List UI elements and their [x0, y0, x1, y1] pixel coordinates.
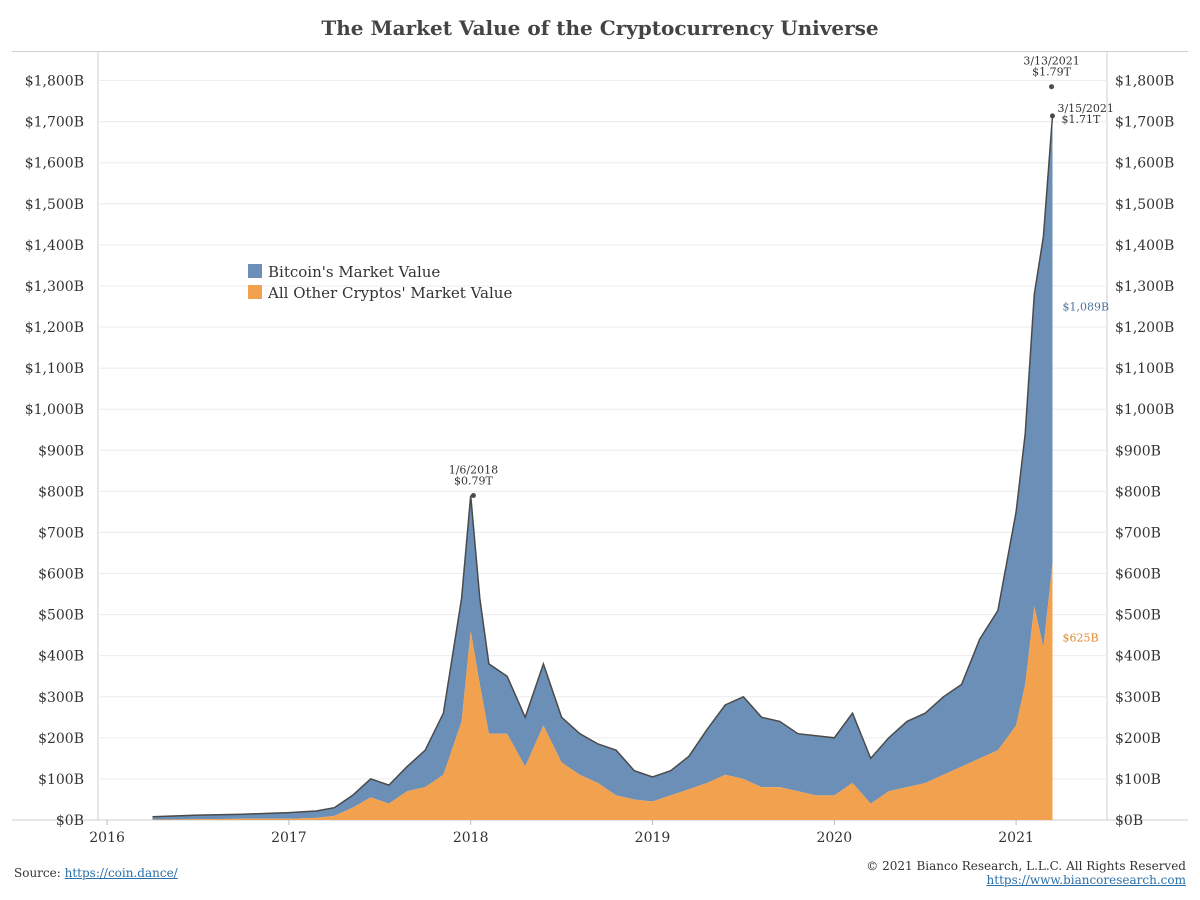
y-tick-label-right: $1,100B: [1115, 361, 1174, 377]
total-market-line: [152, 115, 1054, 818]
title-divider: [12, 51, 1188, 52]
y-tick-label-right: $400B: [1115, 649, 1161, 665]
area-series: [152, 115, 1054, 820]
y-tick-label-left: $1,300B: [25, 279, 84, 295]
page-title: The Market Value of the Cryptocurrency U…: [321, 16, 879, 40]
y-tick-label-right: $300B: [1115, 690, 1161, 706]
bitcoin-area: [152, 115, 1053, 820]
x-tick-label: 2020: [816, 830, 852, 846]
y-tick-label-left: $300B: [38, 690, 84, 706]
annotation-value: $1.71T: [1061, 113, 1100, 126]
legend-swatch-bitcoin: [248, 264, 262, 278]
y-tick-label-right: $1,400B: [1115, 238, 1174, 254]
x-tick-label: 2021: [998, 830, 1034, 846]
y-tick-label-right: $900B: [1115, 443, 1161, 459]
y-tick-label-right: $1,300B: [1115, 279, 1174, 295]
y-tick-label-right: $100B: [1115, 772, 1161, 788]
y-tick-label-right: $1,800B: [1115, 74, 1174, 90]
annotation-point: [1049, 84, 1055, 90]
annotation-date: 1/6/2018: [449, 463, 498, 476]
source-label: Source:: [14, 866, 61, 880]
y-tick-label-right: $1,000B: [1115, 402, 1174, 418]
copyright-text: © 2021 Bianco Research, L.L.C. All Right…: [866, 859, 1186, 873]
y-tick-label-left: $1,800B: [25, 74, 84, 90]
y-axis-left: $0B $100B $200B $300B $400B $500B $600B $700B $8…: [25, 74, 84, 829]
y-tick-label-left: $500B: [38, 608, 84, 624]
x-tick-label: 2016: [89, 830, 125, 846]
legend: Bitcoin's Market Value All Other Cryptos'…: [248, 263, 512, 302]
x-tick-label: 2018: [453, 830, 489, 846]
y-tick-label-right: $1,700B: [1115, 115, 1174, 131]
legend-label-others: All Other Cryptos' Market Value: [267, 284, 512, 302]
y-tick-label-right: $500B: [1115, 608, 1161, 624]
annotations: 1/6/2018$0.79T3/13/2021$1.79T3/15/2021$1…: [449, 55, 1114, 645]
y-tick-label-left: $0B: [56, 813, 84, 829]
y-tick-label-left: $600B: [38, 567, 84, 583]
y-tick-label-left: $1,400B: [25, 238, 84, 254]
y-tick-label-left: $100B: [38, 772, 84, 788]
x-tick-label: 2019: [635, 830, 671, 846]
source-link[interactable]: https://coin.dance/: [64, 866, 178, 880]
y-tick-label-right: $200B: [1115, 731, 1161, 747]
others-end-label: $625B: [1062, 631, 1098, 644]
x-axis: 2016 2017 2018 2019 2020 2021: [89, 820, 1034, 846]
y-tick-label-left: $1,700B: [25, 115, 84, 131]
y-tick-label-right: $800B: [1115, 484, 1161, 500]
y-tick-label-right: $0B: [1115, 813, 1143, 829]
y-tick-label-left: $200B: [38, 731, 84, 747]
y-tick-label-right: $1,500B: [1115, 197, 1174, 213]
y-tick-label-left: $1,500B: [25, 197, 84, 213]
y-tick-label-left: $400B: [38, 649, 84, 665]
y-tick-label-left: $700B: [38, 525, 84, 541]
annotation-point: [1049, 113, 1055, 119]
y-tick-label-left: $1,200B: [25, 320, 84, 336]
y-tick-label-right: $1,200B: [1115, 320, 1174, 336]
y-tick-label-left: $1,000B: [25, 402, 84, 418]
legend-label-bitcoin: Bitcoin's Market Value: [268, 263, 440, 281]
y-axis-right: $0B $100B $200B $300B $400B $500B $600B $700B $8…: [1115, 74, 1174, 829]
y-tick-label-left: $900B: [38, 443, 84, 459]
annotation-value: $0.79T: [454, 474, 493, 487]
y-tick-label-left: $800B: [38, 484, 84, 500]
y-tick-label-right: $700B: [1115, 525, 1161, 541]
other-cryptos-area: [152, 563, 1053, 820]
annotation-point: [470, 492, 476, 498]
y-tick-label-left: $1,600B: [25, 156, 84, 172]
annotation-date: 3/15/2021: [1057, 102, 1113, 115]
annotation-value: $1.79T: [1032, 66, 1071, 79]
gridlines: [12, 52, 1188, 821]
website-link[interactable]: https://www.biancoresearch.com: [986, 873, 1186, 887]
y-tick-label-right: $1,600B: [1115, 156, 1174, 172]
copyright-footer: © 2021 Bianco Research, L.L.C. All Right…: [866, 859, 1186, 887]
bitcoin-end-label: $1,089B: [1062, 301, 1109, 314]
x-tick-label: 2017: [271, 830, 307, 846]
legend-swatch-others: [248, 285, 262, 299]
y-tick-label-right: $600B: [1115, 567, 1161, 583]
source-footer: Source: https://coin.dance/: [14, 866, 178, 880]
annotation-date: 3/13/2021: [1023, 55, 1079, 68]
y-tick-label-left: $1,100B: [25, 361, 84, 377]
